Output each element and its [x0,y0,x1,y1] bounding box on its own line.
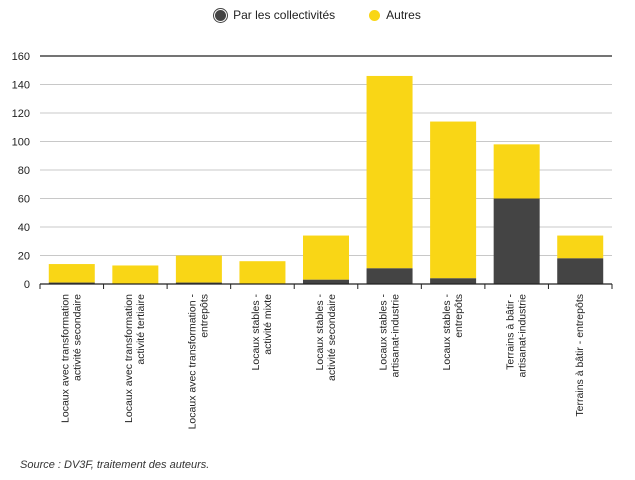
x-tick-label-5-1: artisanat-industrie [389,294,401,378]
y-tick-label-0: 0 [24,279,30,291]
x-tick-label-1-0: Locaux avec transformation [123,294,135,423]
x-tick-label-2-0: Locaux avec transformation - [187,294,199,430]
bar-collectivites-0 [48,282,95,284]
x-tick-label-2-1: entrepôts [199,294,211,338]
y-tick-label-120: 120 [12,108,30,120]
x-tick-labels: Locaux avec transformation activité secon… [60,293,586,429]
legend-swatch-collectivites [214,8,228,22]
axes [39,283,613,289]
x-tick-label-0-1: activité secondaire [72,294,84,381]
bar-autres-5 [366,75,413,269]
x-tick-label-3-0: Locaux stables - [250,294,262,371]
legend-label-autres: Autres [386,8,421,22]
y-tick-label-40: 40 [18,222,30,234]
bar-autres-1 [112,265,159,284]
x-tick-label-0-0: Locaux avec transformation [60,294,72,423]
x-tick-label-4-0: Locaux stables - [314,294,326,371]
legend-item-autres: Autres [369,8,421,22]
x-tick-label-1-1: activité tertiaire [135,294,147,365]
y-tick-label-60: 60 [18,194,30,206]
x-tick-label-8-0: Terrains à bâtir - entrepôts [574,294,586,417]
y-tick-label-140: 140 [12,80,30,92]
y-tick-labels: 0 20 40 60 80 100 120 140 160 [12,51,30,291]
legend-swatch-autres [369,9,381,21]
legend: Par les collectivités Autres [0,8,635,22]
legend-label-collectivites: Par les collectivités [233,8,336,22]
bar-autres-8 [557,235,604,259]
x-tick-label-4-1: activité secondaire [326,294,338,381]
x-tick-label-6-0: Locaux stables - [441,294,453,371]
x-tick-label-7-0: Terrains à bâtir - [504,293,516,369]
y-tick-label-20: 20 [18,251,30,263]
bar-autres-4 [303,235,349,280]
x-tick-label-3-1: activité mixte [262,294,274,355]
bar-collectivites-8 [557,258,604,284]
source-note: Source : DV3F, traitement des auteurs. [20,459,210,471]
legend-item-collectivites: Par les collectivités [214,8,335,22]
y-tick-label-80: 80 [18,165,30,177]
bar-collectivites-5 [366,268,413,284]
bar-collectivites-4 [303,279,349,284]
bar-autres-6 [430,121,477,279]
bar-collectivites-2 [175,282,222,284]
bar-autres-3 [239,261,286,284]
x-tick-label-6-1: entrepôts [453,294,465,338]
x-tick-label-7-1: artisanat-industrie [516,294,528,378]
bars [48,75,604,284]
bar-collectivites-7 [493,198,540,284]
y-tick-label-100: 100 [12,137,30,149]
bar-collectivites-6 [430,278,477,284]
bar-autres-2 [175,255,222,283]
y-tick-label-160: 160 [12,51,30,63]
bar-autres-7 [493,144,540,199]
bar-autres-0 [48,264,95,283]
x-tick-label-5-0: Locaux stables - [377,294,389,371]
